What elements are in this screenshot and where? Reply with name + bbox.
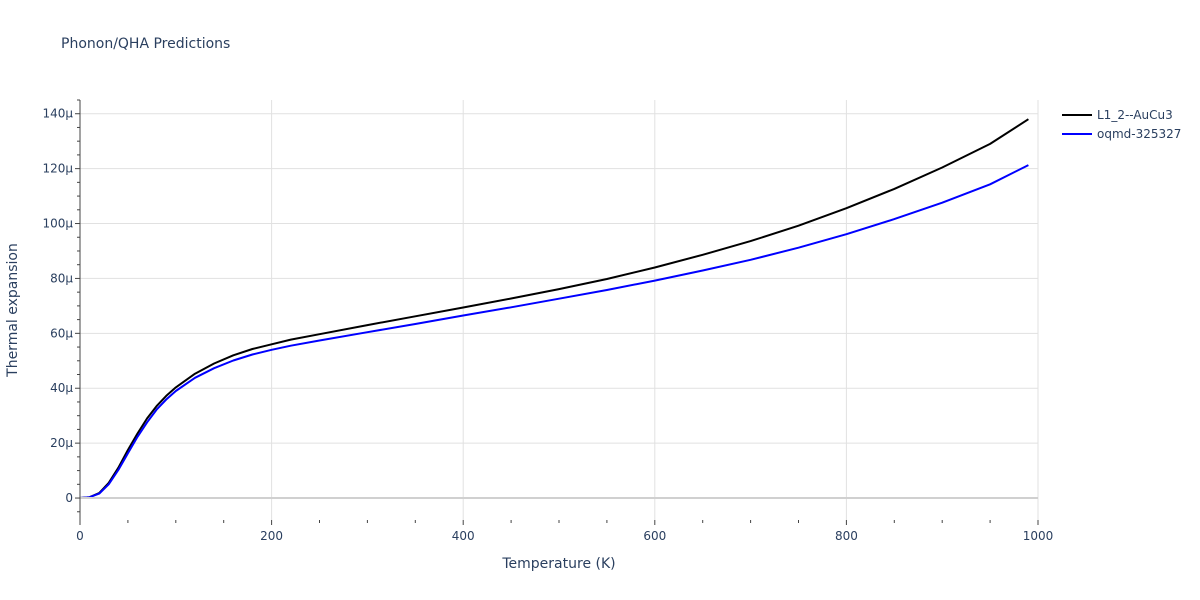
y-tick-label: 60μ	[50, 326, 73, 340]
y-tick-label: 120μ	[42, 162, 73, 176]
y-tick-label: 40μ	[50, 381, 73, 395]
x-tick-layer: 0 200 400 600 800 1000	[76, 529, 1053, 543]
legend[interactable]: L1_2--AuCu3 oqmd-325327	[1062, 108, 1181, 141]
y-tick-label: 20μ	[50, 436, 73, 450]
y-tick-label: 100μ	[42, 217, 73, 231]
legend-label: L1_2--AuCu3	[1097, 108, 1173, 122]
series-line-1	[79, 118, 1029, 499]
series-line-2	[79, 164, 1029, 499]
y-tick-label: 140μ	[42, 107, 73, 121]
x-tick-label: 0	[76, 529, 84, 543]
x-tick-label: 1000	[1023, 529, 1054, 543]
legend-label: oqmd-325327	[1097, 127, 1181, 141]
x-tick-label: 400	[452, 529, 475, 543]
y-tick-label: 0	[65, 491, 73, 505]
x-axis-title: Temperature (K)	[501, 556, 615, 572]
y-axis-title: Thermal expansion	[5, 243, 21, 378]
y-tick-layer: 0 20μ 40μ 60μ 80μ 100μ 120μ 140μ	[42, 107, 80, 505]
x-tick-label: 600	[643, 529, 666, 543]
legend-item-2[interactable]: oqmd-325327	[1062, 127, 1181, 141]
chart-title: Phonon/QHA Predictions	[61, 36, 231, 52]
grid-layer	[80, 100, 1039, 520]
y-tick-label: 80μ	[50, 271, 73, 285]
x-tick-label: 800	[835, 529, 858, 543]
legend-item-1[interactable]: L1_2--AuCu3	[1062, 108, 1173, 122]
x-tick-label: 200	[260, 529, 283, 543]
minor-tick-layer	[77, 99, 1039, 525]
series-layer	[79, 118, 1029, 499]
